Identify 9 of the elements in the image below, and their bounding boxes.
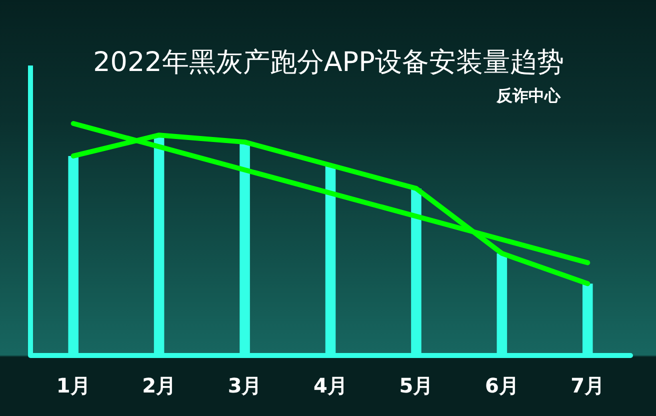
x-tick-label: 6月 [484, 374, 519, 398]
x-tick-label: 4月 [314, 374, 348, 398]
x-tick-label: 2月 [142, 374, 176, 398]
chart-subtitle: 反诈中心 [496, 86, 562, 105]
x-tick-label: 7月 [570, 374, 605, 398]
chart-title: 2022年黑灰产跑分APP设备安装量趋势 [93, 47, 564, 78]
x-tick-label: 5月 [399, 374, 434, 398]
x-tick-label: 3月 [228, 374, 262, 398]
x-tick-label: 1月 [56, 374, 90, 398]
